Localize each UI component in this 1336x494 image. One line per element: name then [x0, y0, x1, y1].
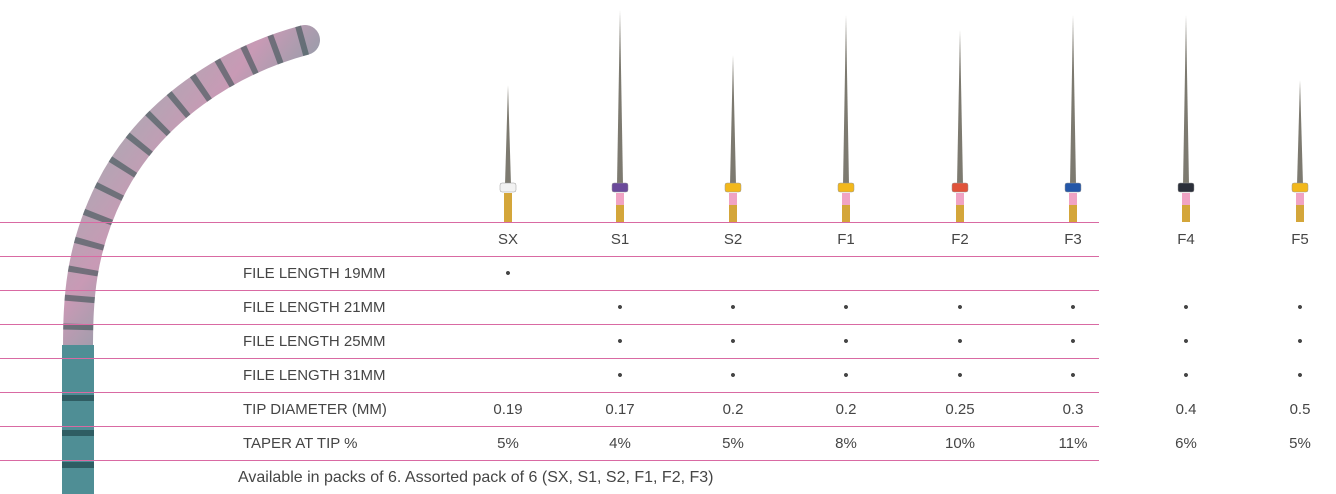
- row-label: TIP DIAMETER (MM): [243, 401, 387, 418]
- row-rule: [0, 358, 1099, 359]
- cell: •: [957, 333, 963, 350]
- large-file-image: [62, 25, 320, 494]
- cell: •: [617, 333, 623, 350]
- cell: •: [730, 367, 736, 384]
- file-part: [843, 15, 849, 185]
- cell: •: [843, 299, 849, 316]
- column-header: F3: [1064, 231, 1082, 248]
- cell: •: [1183, 299, 1189, 316]
- footnote: Available in packs of 6. Assorted pack o…: [238, 469, 714, 486]
- cell: 0.25: [945, 401, 975, 418]
- cell: 5%: [1289, 435, 1311, 452]
- row-rule: [0, 392, 1099, 393]
- column-header: F2: [951, 231, 969, 248]
- file-part: [729, 193, 737, 205]
- file-part: [842, 205, 850, 222]
- cell: 5%: [722, 435, 744, 452]
- cell: 0.4: [1175, 401, 1197, 418]
- file-part: [504, 193, 512, 222]
- file-part: [1069, 205, 1077, 222]
- cell: 5%: [497, 435, 519, 452]
- cell: •: [730, 299, 736, 316]
- file-part: [1297, 80, 1303, 185]
- column-header: F4: [1177, 231, 1195, 248]
- cell: 11%: [1058, 435, 1088, 452]
- file-part: [499, 182, 517, 193]
- cell: •: [730, 333, 736, 350]
- row-rule: [0, 324, 1099, 325]
- file-part: [616, 193, 624, 205]
- cell: •: [1297, 299, 1303, 316]
- cell: •: [617, 367, 623, 384]
- row-label: FILE LENGTH 19MM: [243, 265, 386, 282]
- row-rule: [0, 290, 1099, 291]
- cell: 8%: [835, 435, 857, 452]
- cell: •: [1183, 367, 1189, 384]
- file-part: [1182, 205, 1190, 222]
- column-header: F1: [837, 231, 855, 248]
- column-header: S1: [610, 231, 630, 248]
- cell: •: [957, 299, 963, 316]
- file-part: [505, 85, 511, 185]
- row-label: TAPER AT TIP %: [243, 435, 358, 452]
- file-part: [730, 55, 736, 185]
- cell: 10%: [944, 435, 976, 452]
- cell: •: [1070, 367, 1076, 384]
- file-part: [1182, 193, 1190, 205]
- cell: •: [617, 299, 623, 316]
- file-part: [1069, 193, 1077, 205]
- cell: 0.19: [493, 401, 523, 418]
- cell: •: [1070, 333, 1076, 350]
- file-part: [957, 30, 963, 185]
- cell: •: [843, 367, 849, 384]
- file-part: [1291, 182, 1309, 193]
- row-label: FILE LENGTH 21MM: [243, 299, 386, 316]
- file-part: [729, 205, 737, 222]
- file-part: [617, 10, 623, 185]
- cell: •: [505, 265, 511, 282]
- file-part: [956, 205, 964, 222]
- column-header: S2: [723, 231, 743, 248]
- cell: •: [1297, 367, 1303, 384]
- row-rule: [0, 256, 1099, 257]
- file-part: [837, 182, 855, 193]
- file-part: [1296, 193, 1304, 205]
- file-part: [1183, 15, 1189, 185]
- file-images: [499, 10, 1309, 222]
- cell: •: [1297, 333, 1303, 350]
- file-part: [1296, 205, 1304, 222]
- file-part: [616, 205, 624, 222]
- cell: 0.3: [1062, 401, 1084, 418]
- cell: •: [1183, 333, 1189, 350]
- cell: 0.2: [835, 401, 857, 418]
- column-header: SX: [497, 231, 518, 248]
- column-header: F5: [1291, 231, 1309, 248]
- row-label: FILE LENGTH 25MM: [243, 333, 386, 350]
- row-rule: [0, 426, 1099, 427]
- file-part: [1070, 15, 1076, 185]
- file-part: [842, 193, 850, 205]
- row-rule: [0, 460, 1099, 461]
- file-part: [956, 193, 964, 205]
- file-part: [1177, 182, 1195, 193]
- cell: 4%: [609, 435, 631, 452]
- cell: 6%: [1175, 435, 1197, 452]
- cell: 0.5: [1289, 401, 1311, 418]
- file-part: [611, 182, 629, 193]
- cell: •: [1070, 299, 1076, 316]
- cell: •: [957, 367, 963, 384]
- cell: 0.17: [605, 401, 635, 418]
- cell: •: [843, 333, 849, 350]
- file-part: [951, 182, 969, 193]
- row-rule: [0, 222, 1099, 223]
- row-label: FILE LENGTH 31MM: [243, 367, 386, 384]
- file-part: [1064, 182, 1082, 193]
- file-part: [724, 182, 742, 193]
- cell: 0.2: [722, 401, 744, 418]
